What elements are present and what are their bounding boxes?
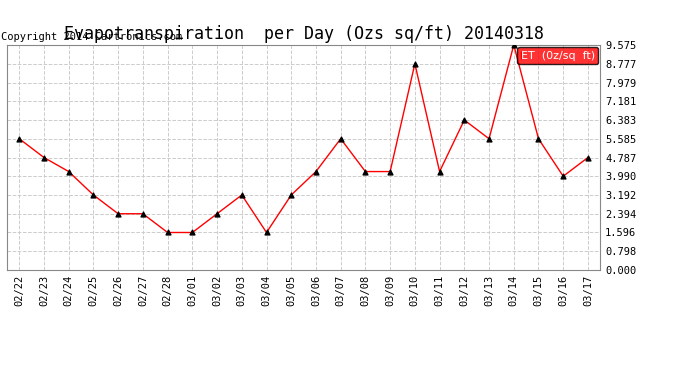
Point	[14, 136, 25, 142]
Point	[335, 136, 346, 142]
Point	[112, 211, 124, 217]
Point	[360, 169, 371, 175]
Point	[409, 61, 420, 67]
Point	[162, 230, 173, 236]
Point	[582, 154, 593, 160]
Point	[459, 117, 470, 123]
Point	[310, 169, 322, 175]
Title: Evapotranspiration  per Day (Ozs sq/ft) 20140318: Evapotranspiration per Day (Ozs sq/ft) 2…	[63, 26, 544, 44]
Point	[384, 169, 395, 175]
Point	[212, 211, 223, 217]
Legend: ET  (0z/sq  ft): ET (0z/sq ft)	[518, 47, 598, 64]
Point	[484, 136, 495, 142]
Point	[137, 211, 148, 217]
Point	[509, 42, 520, 48]
Point	[434, 169, 445, 175]
Point	[261, 230, 272, 236]
Point	[39, 154, 50, 160]
Point	[558, 173, 569, 179]
Point	[286, 192, 297, 198]
Text: Copyright 2014 Cartronics.com: Copyright 2014 Cartronics.com	[1, 32, 182, 42]
Point	[533, 136, 544, 142]
Point	[187, 230, 198, 236]
Point	[236, 192, 247, 198]
Point	[88, 192, 99, 198]
Point	[63, 169, 75, 175]
